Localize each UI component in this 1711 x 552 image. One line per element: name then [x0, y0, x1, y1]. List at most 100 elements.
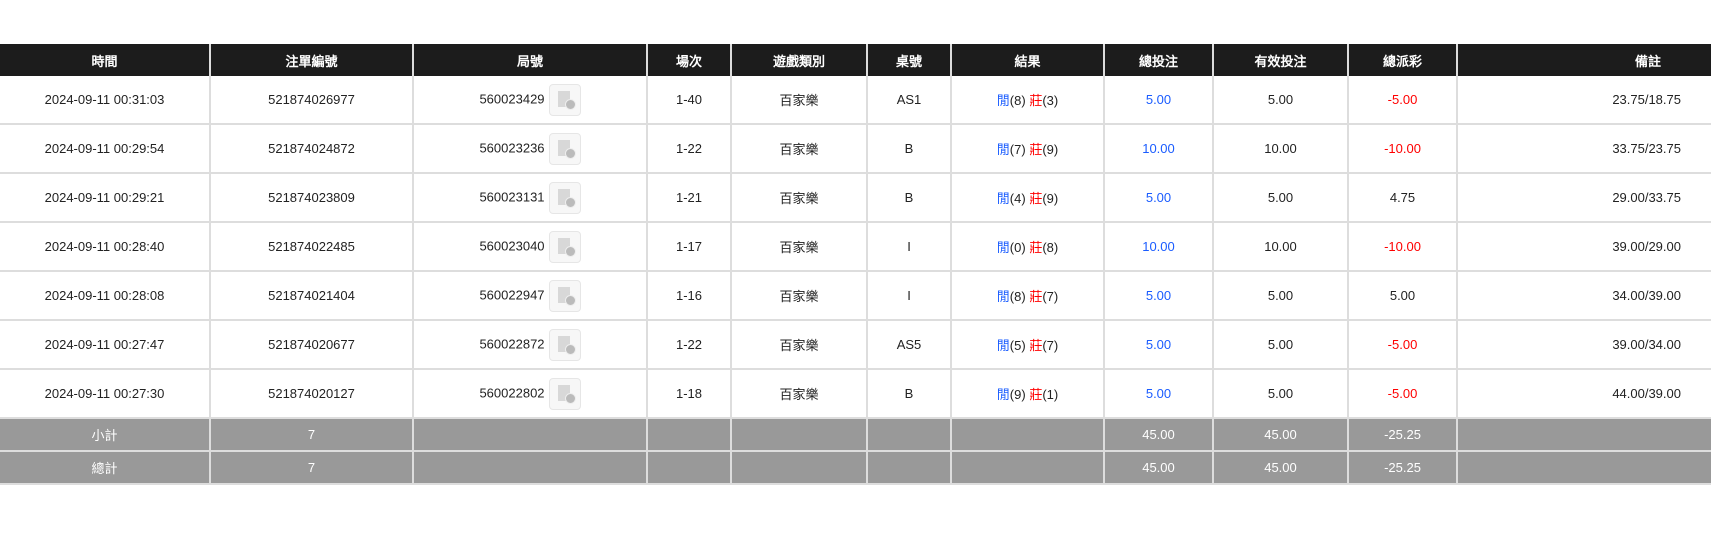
valid-bet-cell: 5.00: [1212, 320, 1349, 370]
table-no-cell: I: [866, 271, 952, 321]
game-type-cell: 百家樂: [730, 369, 868, 419]
empty-cell: [646, 451, 732, 485]
player-points: (0): [1009, 240, 1026, 255]
total-bet-cell: 10.00: [1103, 124, 1214, 174]
video-replay-icon[interactable]: [548, 279, 581, 312]
game-type-cell: 百家樂: [730, 173, 868, 223]
video-replay-icon[interactable]: [548, 181, 581, 214]
game-type-cell: 百家樂: [730, 271, 868, 321]
shoe-cell: 1-22: [646, 124, 732, 174]
payout-cell: -10.00: [1347, 124, 1458, 174]
result-cell: 閒(8) 莊(7): [950, 271, 1105, 321]
header-round: 局號: [412, 44, 647, 76]
video-replay-icon[interactable]: [548, 377, 581, 410]
subtotal-total-bet: 45.00: [1103, 418, 1214, 452]
payout-cell: -5.00: [1347, 76, 1458, 125]
total-bet-cell: 5.00: [1103, 76, 1214, 125]
player-label: 閒: [996, 93, 1010, 108]
grandtotal-total-bet: 45.00: [1103, 451, 1214, 485]
header-total-bet: 總投注: [1103, 44, 1213, 76]
shoe-cell: 1-16: [646, 271, 732, 321]
round-cell: 560022802: [412, 369, 648, 419]
shoe-cell: 1-17: [646, 222, 732, 272]
subtotal-label: 小計: [0, 418, 211, 452]
game-type-cell: 百家樂: [730, 320, 868, 370]
video-replay-icon[interactable]: [548, 83, 581, 116]
grandtotal-valid-bet: 45.00: [1212, 451, 1349, 485]
remark-cell: 23.75/18.75: [1456, 76, 1711, 125]
shoe-cell: 1-18: [646, 369, 732, 419]
player-label: 閒: [996, 240, 1010, 255]
grandtotal-payout: -25.25: [1347, 451, 1458, 485]
banker-points: (9): [1042, 142, 1059, 157]
video-replay-icon[interactable]: [548, 230, 581, 263]
payout-cell: -10.00: [1347, 222, 1458, 272]
player-label: 閒: [996, 191, 1010, 206]
player-label: 閒: [996, 338, 1010, 353]
bet-records-table: 時間 注單編號 局號 場次 遊戲類別 桌號 結果 總投注 有效投注 總派彩 備註 2024-09-1…: [0, 44, 1711, 485]
game-type-cell: 百家樂: [730, 222, 868, 272]
header-shoe: 場次: [646, 44, 731, 76]
payout-cell: -5.00: [1347, 320, 1458, 370]
result-cell: 閒(7) 莊(9): [950, 124, 1105, 174]
player-label: 閒: [996, 142, 1010, 157]
bet-id-cell: 521874022485: [209, 222, 414, 272]
table-no-cell: AS1: [866, 76, 952, 125]
subtotal-row: 小計 7 45.00 45.00 -25.25: [0, 418, 1711, 452]
bet-id-cell: 521874024872: [209, 124, 414, 174]
total-bet-cell: 5.00: [1103, 271, 1214, 321]
banker-points: (7): [1042, 289, 1059, 304]
player-points: (5): [1009, 338, 1026, 353]
player-points: (8): [1009, 289, 1026, 304]
banker-points: (7): [1042, 338, 1059, 353]
player-points: (8): [1009, 93, 1026, 108]
total-bet-cell: 10.00: [1103, 222, 1214, 272]
header-valid-bet: 有效投注: [1212, 44, 1348, 76]
table-row: 2024-09-11 00:29:54 521874024872 560023236…: [0, 124, 1711, 174]
banker-label: 莊: [1029, 93, 1043, 108]
player-points: (4): [1009, 191, 1026, 206]
video-replay-icon[interactable]: [548, 328, 581, 361]
header-game-type: 遊戲類別: [730, 44, 867, 76]
table-row: 2024-09-11 00:28:40 521874022485 560023040…: [0, 222, 1711, 272]
table-no-cell: I: [866, 222, 952, 272]
banker-label: 莊: [1029, 289, 1043, 304]
subtotal-count: 7: [209, 418, 414, 452]
table-row: 2024-09-11 00:27:47 521874020677 560022872…: [0, 320, 1711, 370]
remark-cell: 34.00/39.00: [1456, 271, 1711, 321]
shoe-cell: 1-22: [646, 320, 732, 370]
payout-cell: 5.00: [1347, 271, 1458, 321]
empty-cell: [730, 451, 868, 485]
header-result: 結果: [950, 44, 1104, 76]
round-number: 560023040: [479, 237, 545, 253]
empty-cell: [866, 451, 952, 485]
valid-bet-cell: 10.00: [1212, 124, 1349, 174]
empty-cell: [412, 451, 648, 485]
player-points: (7): [1009, 142, 1026, 157]
empty-cell: [646, 418, 732, 452]
empty-cell: [1456, 451, 1711, 485]
header-table-no: 桌號: [866, 44, 951, 76]
header-time: 時間: [0, 44, 210, 76]
result-cell: 閒(9) 莊(1): [950, 369, 1105, 419]
empty-cell: [950, 418, 1105, 452]
remark-cell: 39.00/29.00: [1456, 222, 1711, 272]
payout-cell: -5.00: [1347, 369, 1458, 419]
round-cell: 560023236: [412, 124, 648, 174]
round-number: 560022872: [479, 335, 545, 351]
player-label: 閒: [996, 289, 1010, 304]
table-no-cell: B: [866, 173, 952, 223]
bet-id-cell: 521874021404: [209, 271, 414, 321]
video-replay-icon[interactable]: [548, 132, 581, 165]
subtotal-payout: -25.25: [1347, 418, 1458, 452]
header-payout: 總派彩: [1347, 44, 1457, 76]
empty-cell: [866, 418, 952, 452]
time-cell: 2024-09-11 00:28:08: [0, 271, 211, 321]
banker-points: (1): [1042, 387, 1059, 402]
empty-cell: [950, 451, 1105, 485]
game-type-cell: 百家樂: [730, 76, 868, 125]
time-cell: 2024-09-11 00:28:40: [0, 222, 211, 272]
table-row: 2024-09-11 00:27:30 521874020127 560022802…: [0, 369, 1711, 419]
banker-points: (3): [1042, 93, 1059, 108]
banker-label: 莊: [1029, 191, 1043, 206]
